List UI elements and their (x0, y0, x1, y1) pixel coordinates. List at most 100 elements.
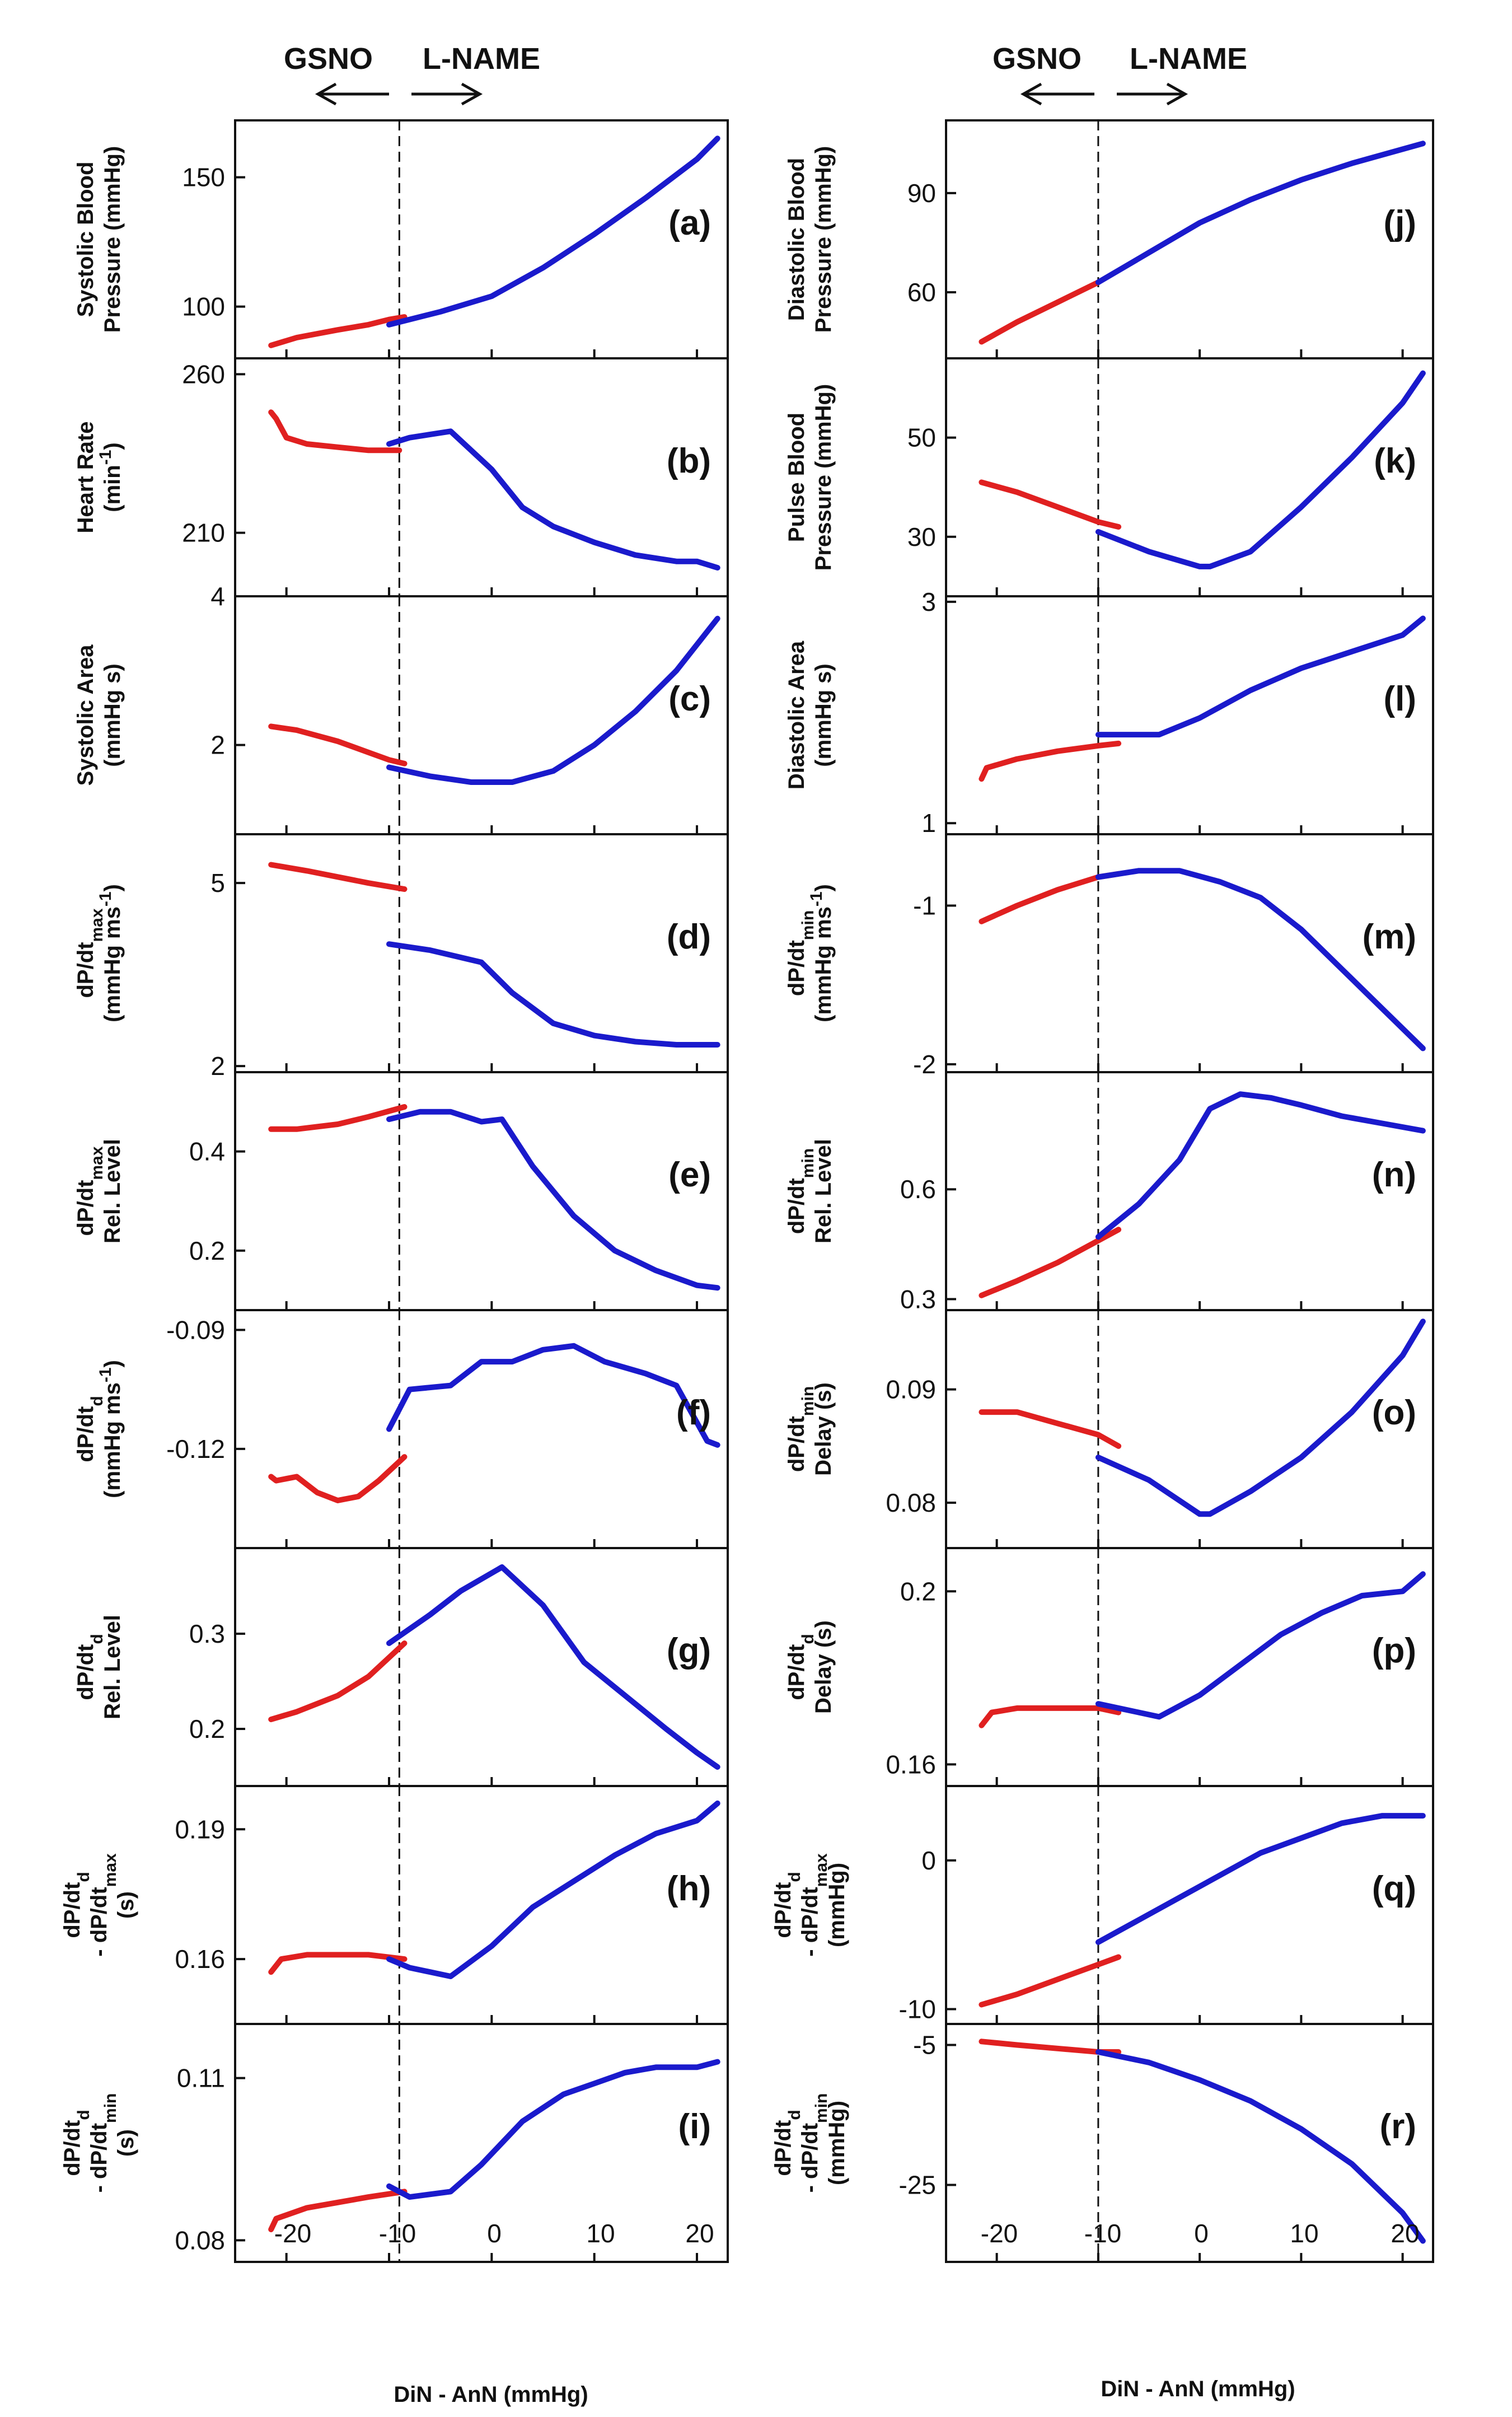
panel-h-ylabel-line-1: - dP/dtmax​ (87, 1853, 120, 1957)
panel-e-ylabel-line-1: Rel. Level (100, 1139, 125, 1243)
panel-i-series-lname (386, 2059, 720, 2200)
panel-h-frame (234, 1785, 729, 2025)
panel-r-frame (945, 2023, 1434, 2263)
right-x-axis: -20 -10 0 10 20 DiN - AnN (mmHg) (981, 2219, 1420, 2401)
panel-j: 60 90 (j) Diastolic Blood Pressure (mmHg) (784, 119, 1434, 359)
panel-q-ylabel-line-1: - dP/dtmax​ (798, 1853, 831, 1957)
panel-m-frame (945, 833, 1434, 1073)
panel-i-ylabel-line-2: (s) (114, 2129, 138, 2157)
panel-j-label: (j) (1383, 204, 1416, 242)
panel-i-ytick-label-1: 0.11 (177, 2064, 225, 2093)
right-arrow-gsno (1020, 82, 1094, 106)
panel-f-ylabel-line-0: dP/dtd​ (73, 1396, 106, 1462)
panel-r-series-lname (1095, 2049, 1426, 2244)
panel-b-ylabel-line-1: (min-1​) (96, 442, 125, 512)
panel-l-series-lname (1095, 615, 1426, 738)
panel-g-ytick-label-0: 0.2 (189, 1714, 225, 1743)
panel-g-series-lname (386, 1564, 720, 1770)
panel-o-ytick-label-1: 0.09 (886, 1375, 936, 1404)
panel-g: 0.2 0.3 (g) dP/dtd​Rel. Level (73, 1547, 729, 1787)
panel-k-ylabel-line-1: Pressure (mmHg) (811, 384, 836, 571)
panel-r-ylabel-line-0: dP/dtd​ (771, 2110, 804, 2176)
panel-r: -25 -5 (r) dP/dtd​- dP/dtmin​(mmHg) (771, 2023, 1434, 2263)
panel-a: 100 150 (a) Systolic Blood Pressure (mmHg) (73, 119, 729, 359)
panel-o-series-gsno (979, 1409, 1122, 1449)
panel-o-ylabel-line-1: Delay (s) (811, 1382, 836, 1476)
panel-p-ylabel-line-1: Delay (s) (811, 1620, 836, 1714)
panel-m-ylabel-line-0: dP/dtmin​ (784, 910, 817, 996)
panel-d-label: (d) (667, 918, 711, 956)
panel-c-series-lname (386, 615, 720, 785)
panel-p-ytick-label-1: 0.2 (900, 1577, 936, 1606)
panel-l-ylabel-line-1: (mmHg s) (811, 663, 836, 766)
panel-e-label: (e) (668, 1156, 711, 1194)
panel-f-series-gsno (268, 1454, 408, 1503)
left-x-axis: -20 -10 0 10 20 DiN - AnN (mmHg) (274, 2219, 714, 2407)
panel-h: 0.16 0.19 (h) dP/dtd​- dP/dtmax​(s) (60, 1785, 729, 2025)
panel-q-series-gsno (979, 1954, 1122, 2008)
panel-b-ytick-label-0: 210 (182, 518, 225, 548)
panel-p: 0.16 0.2 (p) dP/dtd​Delay (s) (784, 1547, 1434, 1787)
panel-e-frame (234, 1071, 729, 1311)
panel-d-series-lname (386, 941, 720, 1048)
panel-r-ytick-label-0: -25 (899, 2171, 936, 2200)
panel-j-ylabel-line-0: Diastolic Blood (784, 158, 809, 321)
panel-e-series-gsno (268, 1104, 408, 1132)
panel-g-series-gsno (268, 1640, 408, 1722)
right-x-axis-label: DiN - AnN (mmHg) (1101, 2377, 1295, 2401)
panel-l: 1 3 (l) Diastolic Area (mmHg s) (784, 587, 1434, 838)
panel-o: 0.08 0.09 (o) dP/dtmin​Delay (s) (784, 1309, 1434, 1549)
panel-d-ylabel-line-0: dP/dtmax​ (73, 908, 106, 998)
panel-l-series-gsno (979, 740, 1122, 782)
panel-q-ylabel-line-0: dP/dtd​ (771, 1872, 804, 1938)
left-x-tick-1: -10 (379, 2219, 416, 2248)
panel-k-series-lname (1095, 370, 1426, 569)
panel-a-ytick-label-0: 100 (182, 292, 225, 321)
panel-a-series-gsno (268, 314, 408, 348)
panel-o-frame (945, 1309, 1434, 1549)
panel-h-series-gsno (268, 1952, 408, 1975)
panel-h-ytick-label-1: 0.19 (175, 1815, 225, 1844)
panel-a-label: (a) (668, 204, 711, 242)
panel-g-ylabel-line-0: dP/dtd​ (73, 1634, 106, 1700)
panel-h-ylabel-line-2: (s) (114, 1891, 138, 1919)
panel-e: 0.2 0.4 (e) dP/dtmax​Rel. Level (73, 1071, 729, 1311)
panel-m-label: (m) (1363, 918, 1416, 956)
panel-r-ylabel-line-1: - dP/dtmin​ (798, 2093, 831, 2193)
panel-o-label: (o) (1372, 1394, 1416, 1432)
panel-i-frame (234, 2023, 729, 2263)
panel-g-ytick-label-1: 0.3 (189, 1619, 225, 1648)
right-lname-label: L-NAME (1130, 42, 1247, 76)
panel-f-frame (234, 1309, 729, 1549)
panel-c-ytick-label-1: 4 (210, 582, 225, 611)
panel-p-frame (945, 1547, 1434, 1787)
panel-e-ylabel-line-0: dP/dtmax​ (73, 1146, 106, 1236)
panel-e-series-lname (386, 1109, 720, 1291)
panel-o-series-lname (1095, 1319, 1426, 1517)
right-x-tick-2: 0 (1194, 2219, 1209, 2248)
panel-r-label: (r) (1380, 2107, 1416, 2146)
panel-n-series-lname (1095, 1091, 1426, 1240)
panel-p-series-lname (1095, 1571, 1426, 1720)
left-x-tick-3: 10 (586, 2219, 615, 2248)
panel-j-series-lname (1095, 141, 1426, 286)
panel-d-ylabel-line-1: (mmHg ms-1​) (96, 884, 125, 1022)
panel-a-ylabel-line-0: Systolic Blood (73, 162, 98, 317)
panel-q: -10 0 (q) dP/dtd​- dP/dtmax​(mmHg) (771, 1785, 1434, 2025)
panel-j-series-gsno (979, 279, 1101, 345)
panel-a-ytick-label-1: 150 (182, 163, 225, 192)
panel-n-series-gsno (979, 1227, 1122, 1298)
panel-n: 0.3 0.6 (n) dP/dtmin​Rel. Level (784, 1071, 1434, 1313)
panel-e-ytick-label-1: 0.4 (189, 1137, 225, 1166)
panel-r-ylabel-line-2: (mmHg) (825, 2101, 849, 2185)
panel-c-series-gsno (268, 723, 408, 766)
panel-a-ylabel-line-1: Pressure (mmHg) (100, 146, 125, 333)
panel-a-series-lname (386, 135, 720, 328)
panel-m-ytick-label-1: -1 (913, 891, 936, 920)
panel-l-ytick-label-0: 1 (921, 808, 936, 838)
left-x-tick-2: 0 (487, 2219, 502, 2248)
panel-j-ytick-label-1: 90 (907, 179, 936, 208)
panel-q-ylabel-line-2: (mmHg) (825, 1863, 849, 1947)
panel-n-label: (n) (1372, 1156, 1416, 1194)
